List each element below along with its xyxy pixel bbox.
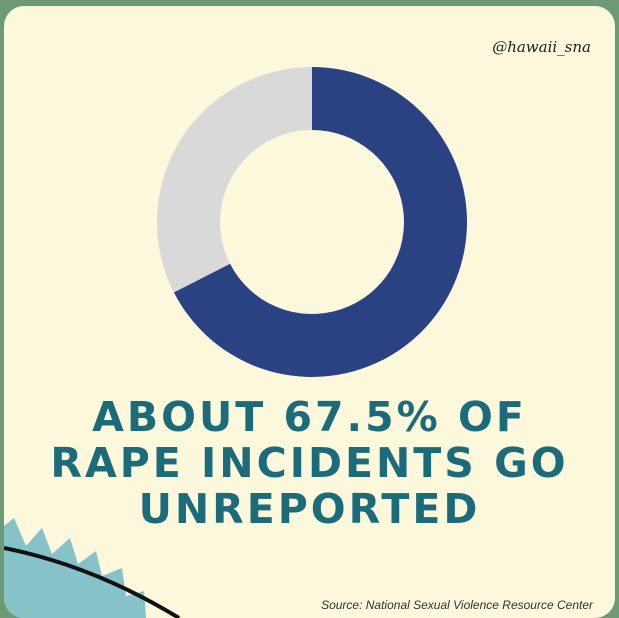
donut-slice-reported: [157, 67, 312, 293]
headline-line-2: RAPE INCIDENTS GO: [50, 439, 569, 487]
curved-line: [4, 546, 181, 618]
decorative-waves: [4, 518, 181, 618]
donut-chart: [157, 67, 467, 377]
headline: ABOUT 67.5% OF RAPE INCIDENTS GO UNREPOR…: [4, 394, 615, 532]
donut-slice-unreported: [173, 67, 467, 377]
infographic-card: @hawaii_sna ABOUT 67.5% OF RAPE INCIDENT…: [4, 6, 615, 618]
source-citation: Source: National Sexual Violence Resourc…: [321, 598, 593, 612]
headline-line-3: UNREPORTED: [138, 485, 481, 533]
headline-line-1: ABOUT 67.5% OF: [92, 393, 527, 441]
instagram-handle: @hawaii_sna: [492, 38, 591, 56]
